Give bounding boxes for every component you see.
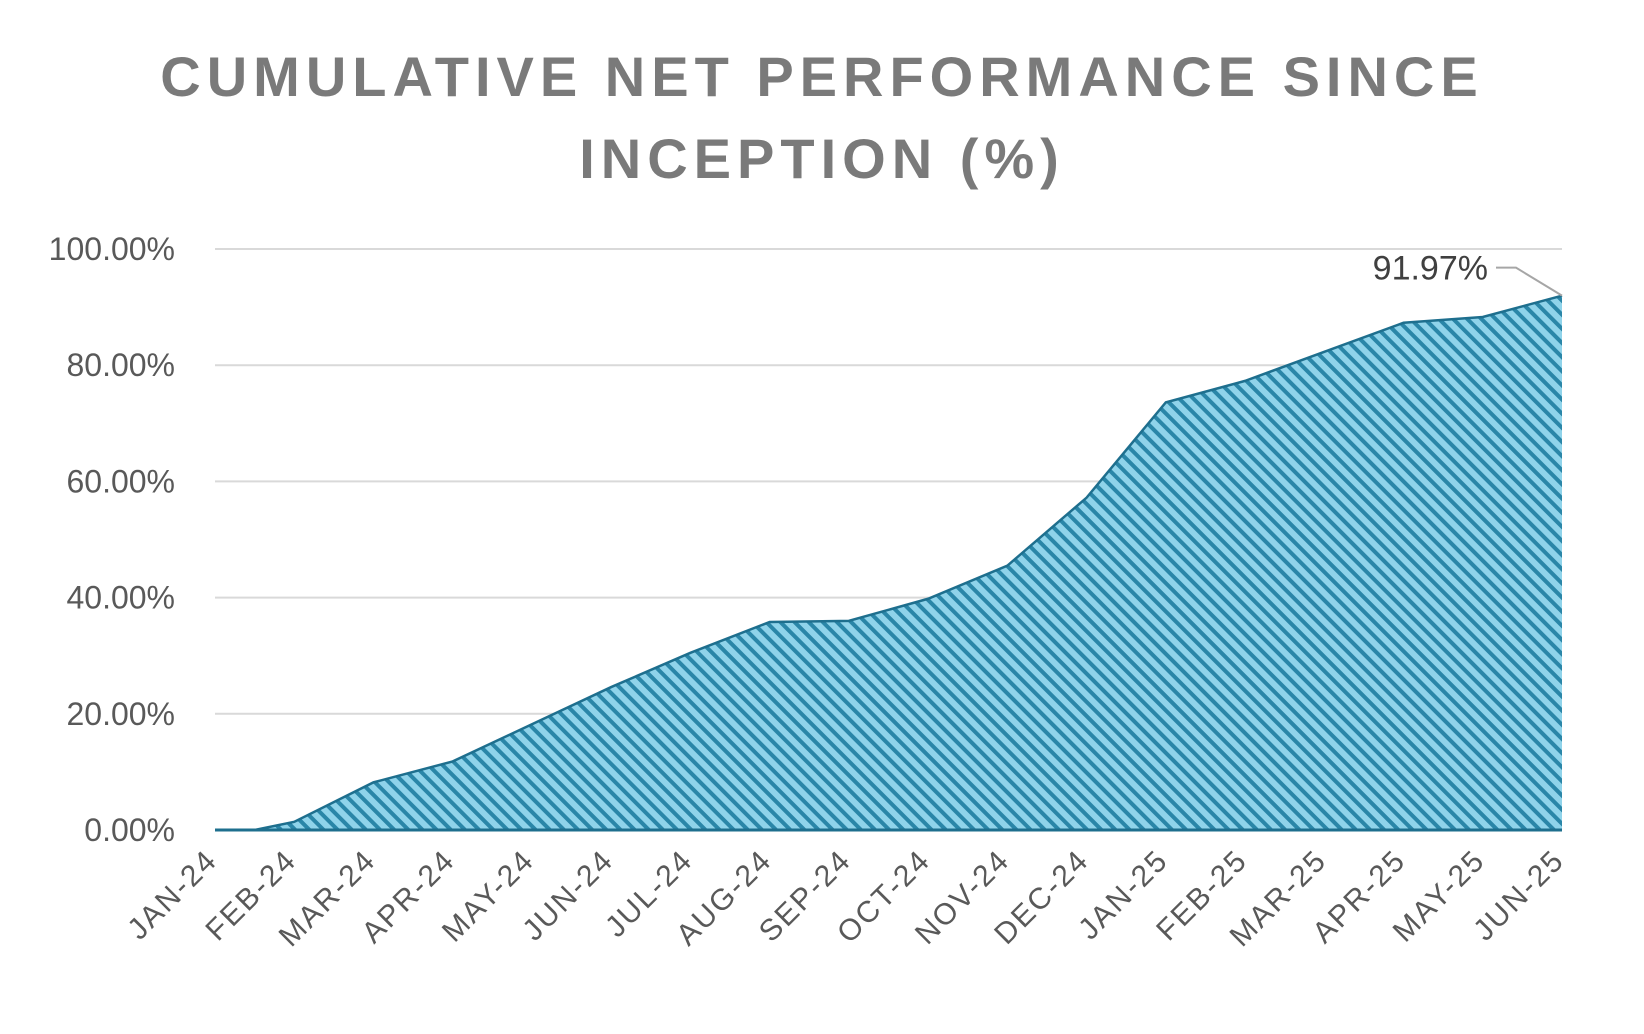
- y-tick-label: 100.00%: [49, 231, 175, 267]
- y-axis-ticks: 0.00% 20.00% 40.00% 60.00% 80.00% 100.00%: [49, 231, 175, 848]
- data-label-leader: [1496, 266, 1563, 297]
- y-tick-label: 0.00%: [84, 812, 175, 848]
- y-tick-label: 80.00%: [66, 347, 175, 383]
- chart-title: CUMULATIVE NET PERFORMANCE SINCE INCEPTI…: [0, 36, 1644, 200]
- chart-title-line-1: CUMULATIVE NET PERFORMANCE SINCE: [160, 45, 1484, 108]
- chart-title-line-2: INCEPTION (%): [579, 127, 1065, 190]
- y-tick-label: 40.00%: [66, 580, 175, 616]
- data-label: 91.97%: [1373, 250, 1488, 288]
- x-axis-ticks: JAN-24FEB-24MAR-24APR-24MAY-24JUN-24JUL-…: [121, 844, 1571, 954]
- data-labels: 91.97%: [1373, 250, 1563, 297]
- area-fill: [215, 295, 1562, 830]
- y-tick-label: 60.00%: [66, 463, 175, 499]
- area-series: [215, 294, 1563, 832]
- area-line: [215, 294, 1563, 832]
- y-tick-label: 20.00%: [66, 696, 175, 732]
